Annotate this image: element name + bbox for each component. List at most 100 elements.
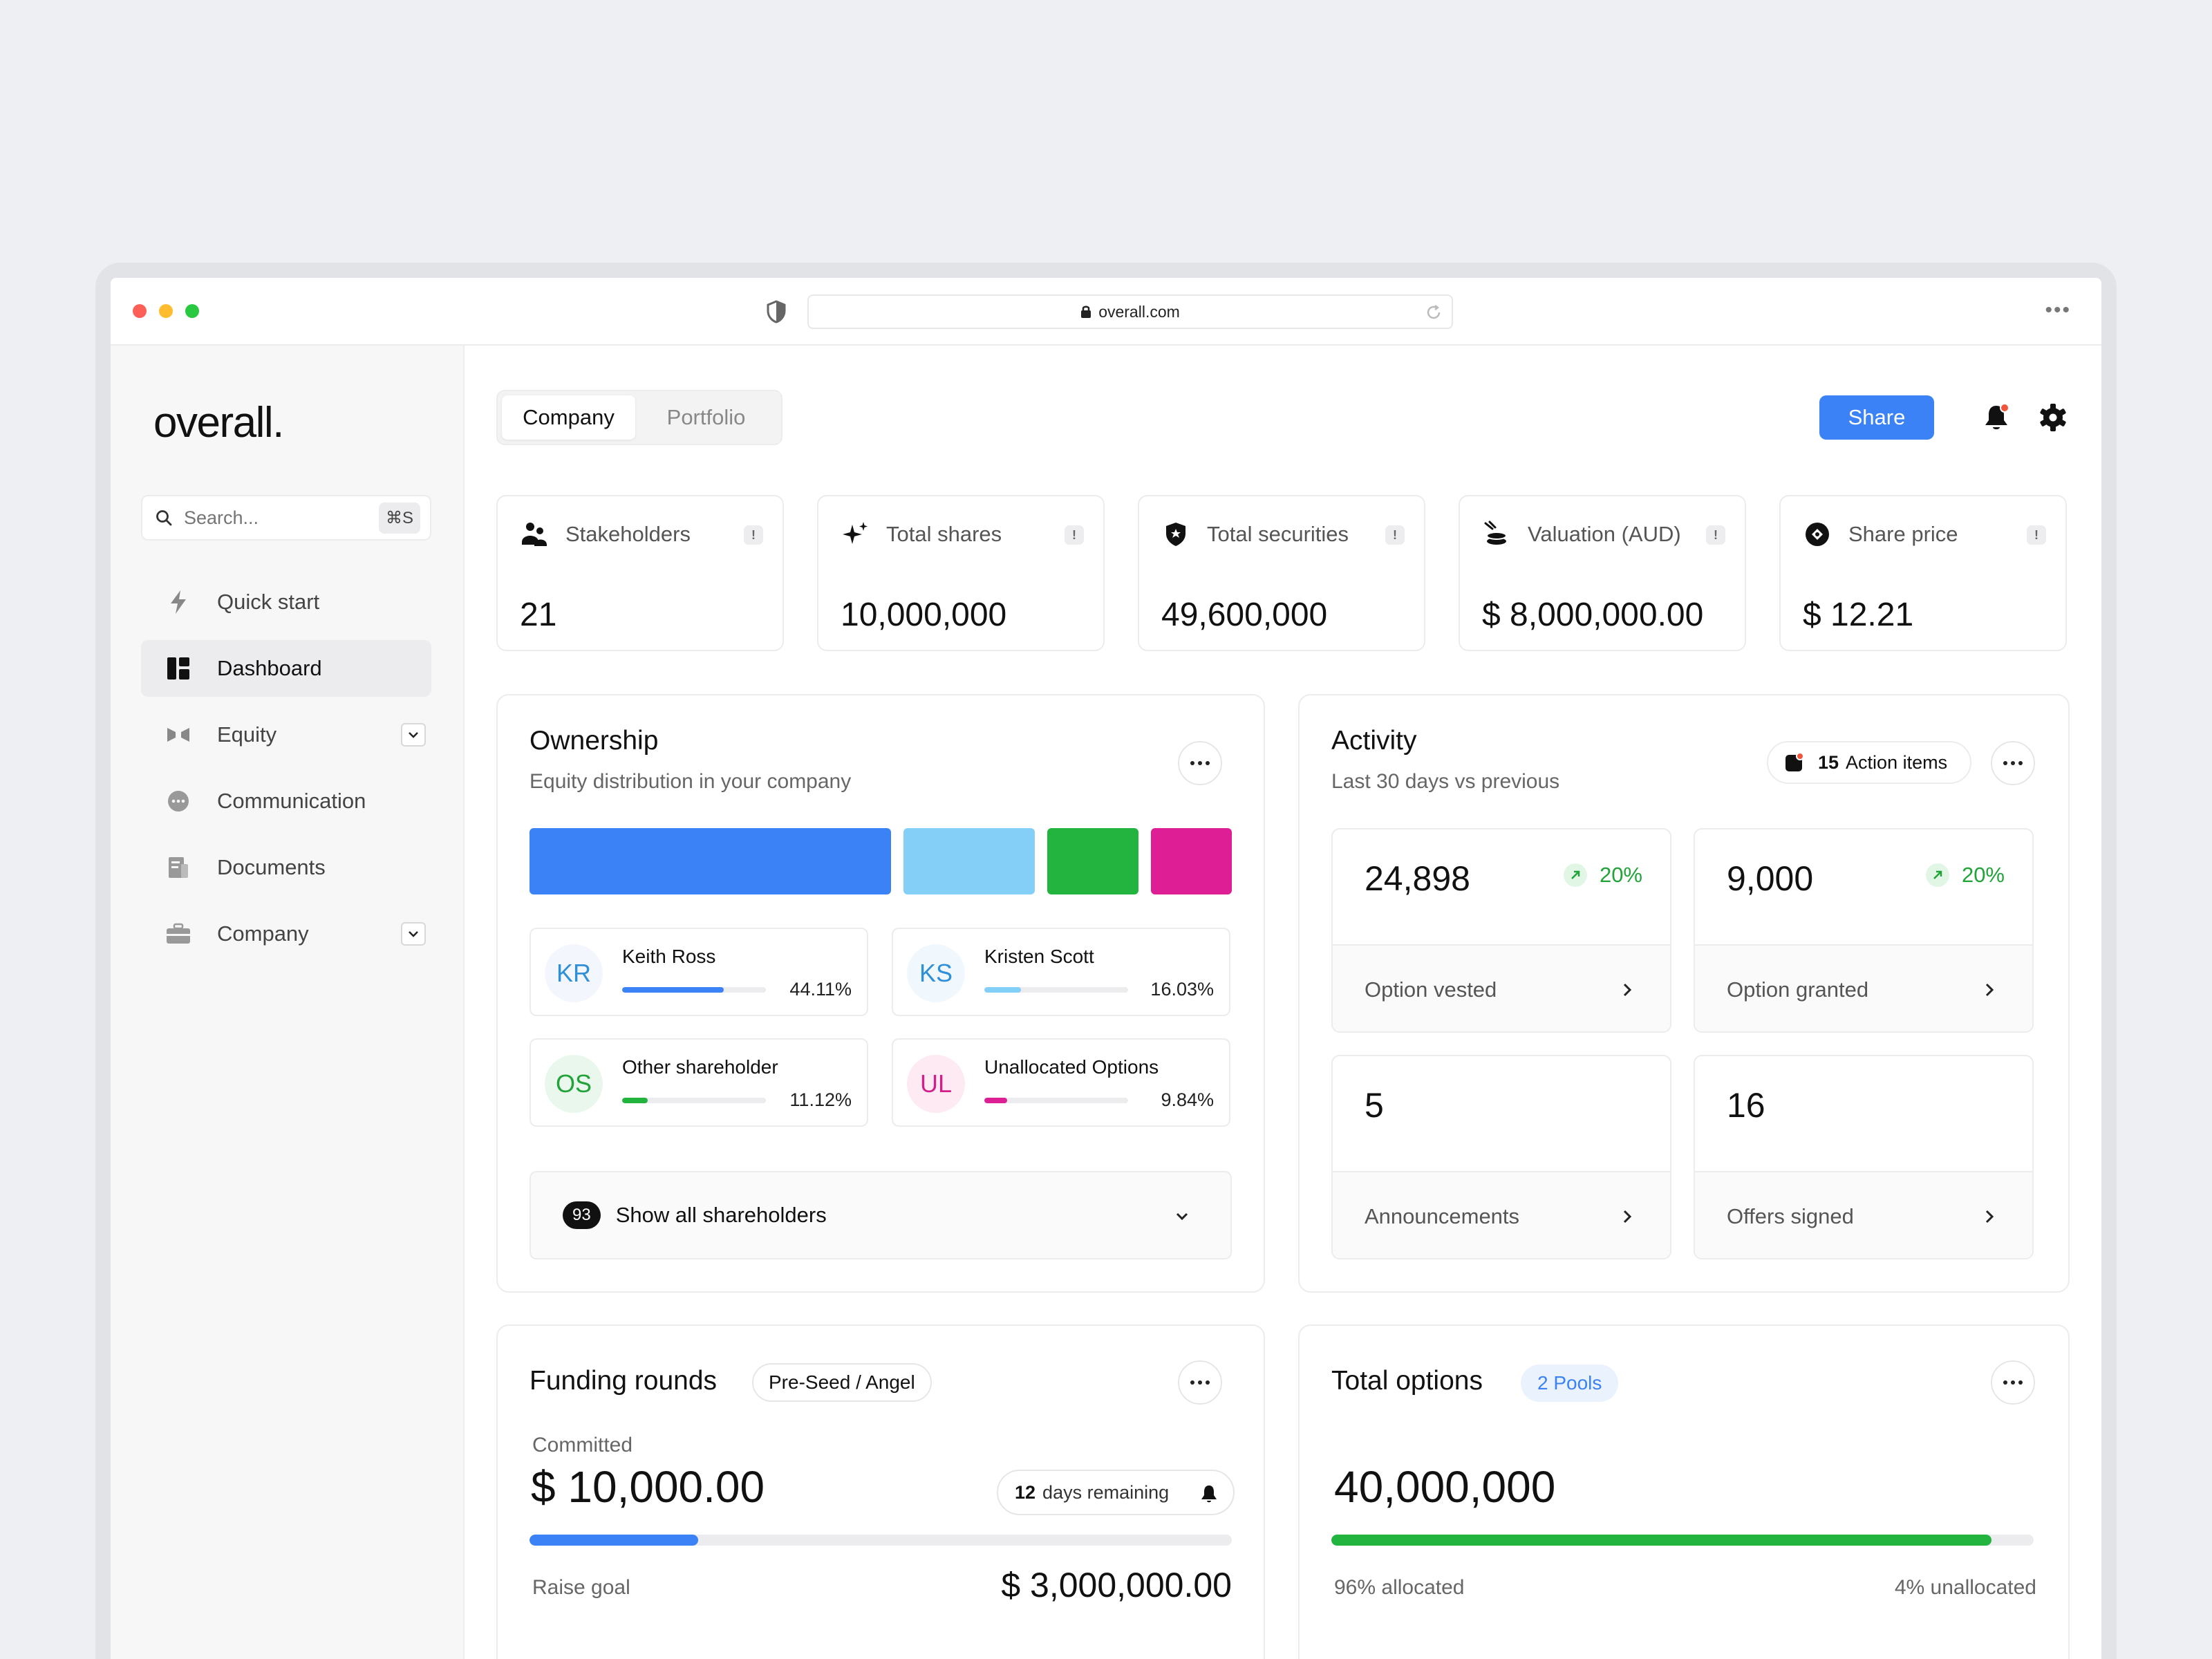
stat-card-total-shares[interactable]: Total shares ! 10,000,000 [817, 495, 1105, 651]
sidebar-item-company[interactable]: Company [141, 906, 431, 962]
url-text: overall.com [1098, 302, 1180, 321]
ownership-segment[interactable] [529, 828, 892, 894]
tab-portfolio[interactable]: Portfolio [666, 405, 746, 429]
share-button[interactable]: Share [1819, 395, 1934, 440]
metric-value: 16 [1727, 1086, 1765, 1125]
browser-more-icon[interactable]: ••• [2045, 299, 2071, 321]
coins-icon [1482, 520, 1511, 549]
trend-up-icon [1925, 863, 1949, 887]
stat-card-share-price[interactable]: Share price ! $ 12.21 [1779, 495, 2067, 651]
committed-label: Committed [532, 1434, 633, 1456]
raise-goal-value: $ 3,000,000.00 [1001, 1566, 1232, 1604]
share-percent: 9.84% [1161, 1089, 1214, 1110]
metric-card-announcements[interactable]: 5 Announcements [1331, 1055, 1671, 1259]
shareholder-card[interactable]: KR Keith Ross 44.11% [529, 928, 868, 1016]
close-window-button[interactable] [133, 304, 147, 318]
share-fill [984, 987, 1022, 993]
address-bar[interactable]: overall.com [807, 294, 1453, 329]
gear-icon[interactable] [2038, 402, 2068, 433]
metric-label: Option vested [1365, 977, 1497, 1002]
sidebar-item-dashboard[interactable]: Dashboard [141, 640, 431, 697]
chevron-down-icon [1176, 1212, 1188, 1221]
info-icon[interactable]: ! [744, 525, 763, 545]
stat-label: Total securities [1207, 522, 1349, 546]
activity-more-button[interactable] [1991, 741, 2035, 785]
action-items-button[interactable]: 15 Action items [1767, 741, 1971, 784]
pools-badge[interactable]: 2 Pools [1521, 1365, 1619, 1402]
stat-value: $ 8,000,000.00 [1482, 597, 1704, 633]
lock-icon [1081, 306, 1091, 318]
sidebar-item-label: Quick start [217, 590, 320, 614]
stat-label: Stakeholders [565, 522, 691, 546]
stat-card-total-securities[interactable]: Total securities ! 49,600,000 [1138, 495, 1425, 651]
options-more-button[interactable] [1991, 1360, 2035, 1405]
ownership-segment[interactable] [903, 828, 1035, 894]
sparkle-icon [841, 520, 870, 549]
tab-company[interactable]: Company [502, 395, 636, 440]
stat-value: 21 [520, 597, 557, 633]
dashboard-icon [166, 656, 191, 681]
ownership-segment[interactable] [1151, 828, 1232, 894]
shareholder-card[interactable]: OS Other shareholder 11.12% [529, 1038, 868, 1127]
metric-label: Offers signed [1727, 1204, 1854, 1228]
search-input[interactable] [184, 507, 379, 529]
metric-card-option-vested[interactable]: 24,898 20% Option vested [1331, 828, 1671, 1033]
maximize-window-button[interactable] [185, 304, 199, 318]
app-logo[interactable]: overall. [153, 399, 284, 447]
sidebar-item-quick-start[interactable]: Quick start [141, 574, 431, 630]
privacy-shield-icon[interactable] [766, 300, 787, 324]
options-total-value: 40,000,000 [1334, 1462, 1556, 1512]
sidebar: overall. ⌘S Quick start Dashboard [111, 346, 465, 1659]
info-icon[interactable]: ! [2027, 525, 2046, 545]
info-icon[interactable]: ! [1385, 525, 1405, 545]
trend-value: 20% [1599, 863, 1642, 887]
minimize-window-button[interactable] [159, 304, 173, 318]
metric-footer: Offers signed [1695, 1171, 2032, 1258]
chevron-right-icon [1985, 983, 1994, 997]
search-box[interactable]: ⌘S [141, 495, 431, 541]
trend-up-icon [1563, 863, 1587, 887]
show-all-shareholders-button[interactable]: 93 Show all shareholders [529, 1171, 1232, 1259]
sidebar-item-equity[interactable]: Equity [141, 706, 431, 763]
raise-goal-label: Raise goal [532, 1576, 630, 1599]
panel-title: Ownership [529, 726, 659, 756]
info-icon[interactable]: ! [1065, 525, 1084, 545]
funding-more-button[interactable] [1178, 1360, 1222, 1405]
info-icon[interactable]: ! [1706, 525, 1725, 545]
sidebar-item-communication[interactable]: Communication [141, 773, 431, 830]
trend-badge: 20% [1563, 863, 1642, 888]
chevron-down-icon[interactable] [401, 922, 426, 946]
ownership-more-button[interactable] [1178, 741, 1222, 785]
sidebar-item-documents[interactable]: Documents [141, 839, 431, 896]
stat-label: Valuation (AUD) [1528, 522, 1681, 546]
notification-bell-icon[interactable] [1981, 402, 2012, 433]
days-remaining-badge[interactable]: 12 days remaining [997, 1470, 1235, 1515]
action-label: Action items [1846, 751, 1948, 773]
panel-title: Funding rounds [529, 1366, 718, 1396]
stat-value: 49,600,000 [1161, 597, 1328, 633]
share-percent: 16.03% [1150, 979, 1214, 1000]
show-all-label: Show all shareholders [615, 1203, 827, 1227]
ownership-segment[interactable] [1047, 828, 1139, 894]
stat-card-stakeholders[interactable]: Stakeholders ! 21 [496, 495, 784, 651]
share-percent: 11.12% [789, 1089, 852, 1110]
main-content: Company Portfolio Share Stakehol [465, 346, 2101, 1659]
shareholder-name: Other shareholder [622, 1056, 778, 1078]
round-selector[interactable]: Pre-Seed / Angel [752, 1363, 932, 1402]
metric-footer: Option vested [1333, 944, 1670, 1031]
metric-footer: Option granted [1695, 944, 2032, 1031]
metric-card-option-granted[interactable]: 9,000 20% Option granted [1694, 828, 2034, 1033]
allocated-label: 96% allocated [1334, 1576, 1465, 1599]
stat-card-valuation[interactable]: Valuation (AUD) ! $ 8,000,000.00 [1459, 495, 1746, 651]
shareholder-card[interactable]: KS Kristen Scott 16.03% [892, 928, 1230, 1016]
sidebar-item-label: Company [217, 921, 309, 946]
reload-icon[interactable] [1425, 304, 1442, 321]
sidebar-nav: Quick start Dashboard Equity [141, 574, 431, 972]
shareholder-card[interactable]: UL Unallocated Options 9.84% [892, 1038, 1230, 1127]
total-options-panel: Total options 2 Pools 40,000,000 96% all… [1298, 1324, 2070, 1659]
metric-card-offers-signed[interactable]: 16 Offers signed [1694, 1055, 2034, 1259]
avatar: KR [545, 944, 603, 1002]
chevron-down-icon[interactable] [401, 723, 426, 747]
metric-value: 9,000 [1727, 859, 1814, 898]
sidebar-item-label: Equity [217, 722, 277, 747]
